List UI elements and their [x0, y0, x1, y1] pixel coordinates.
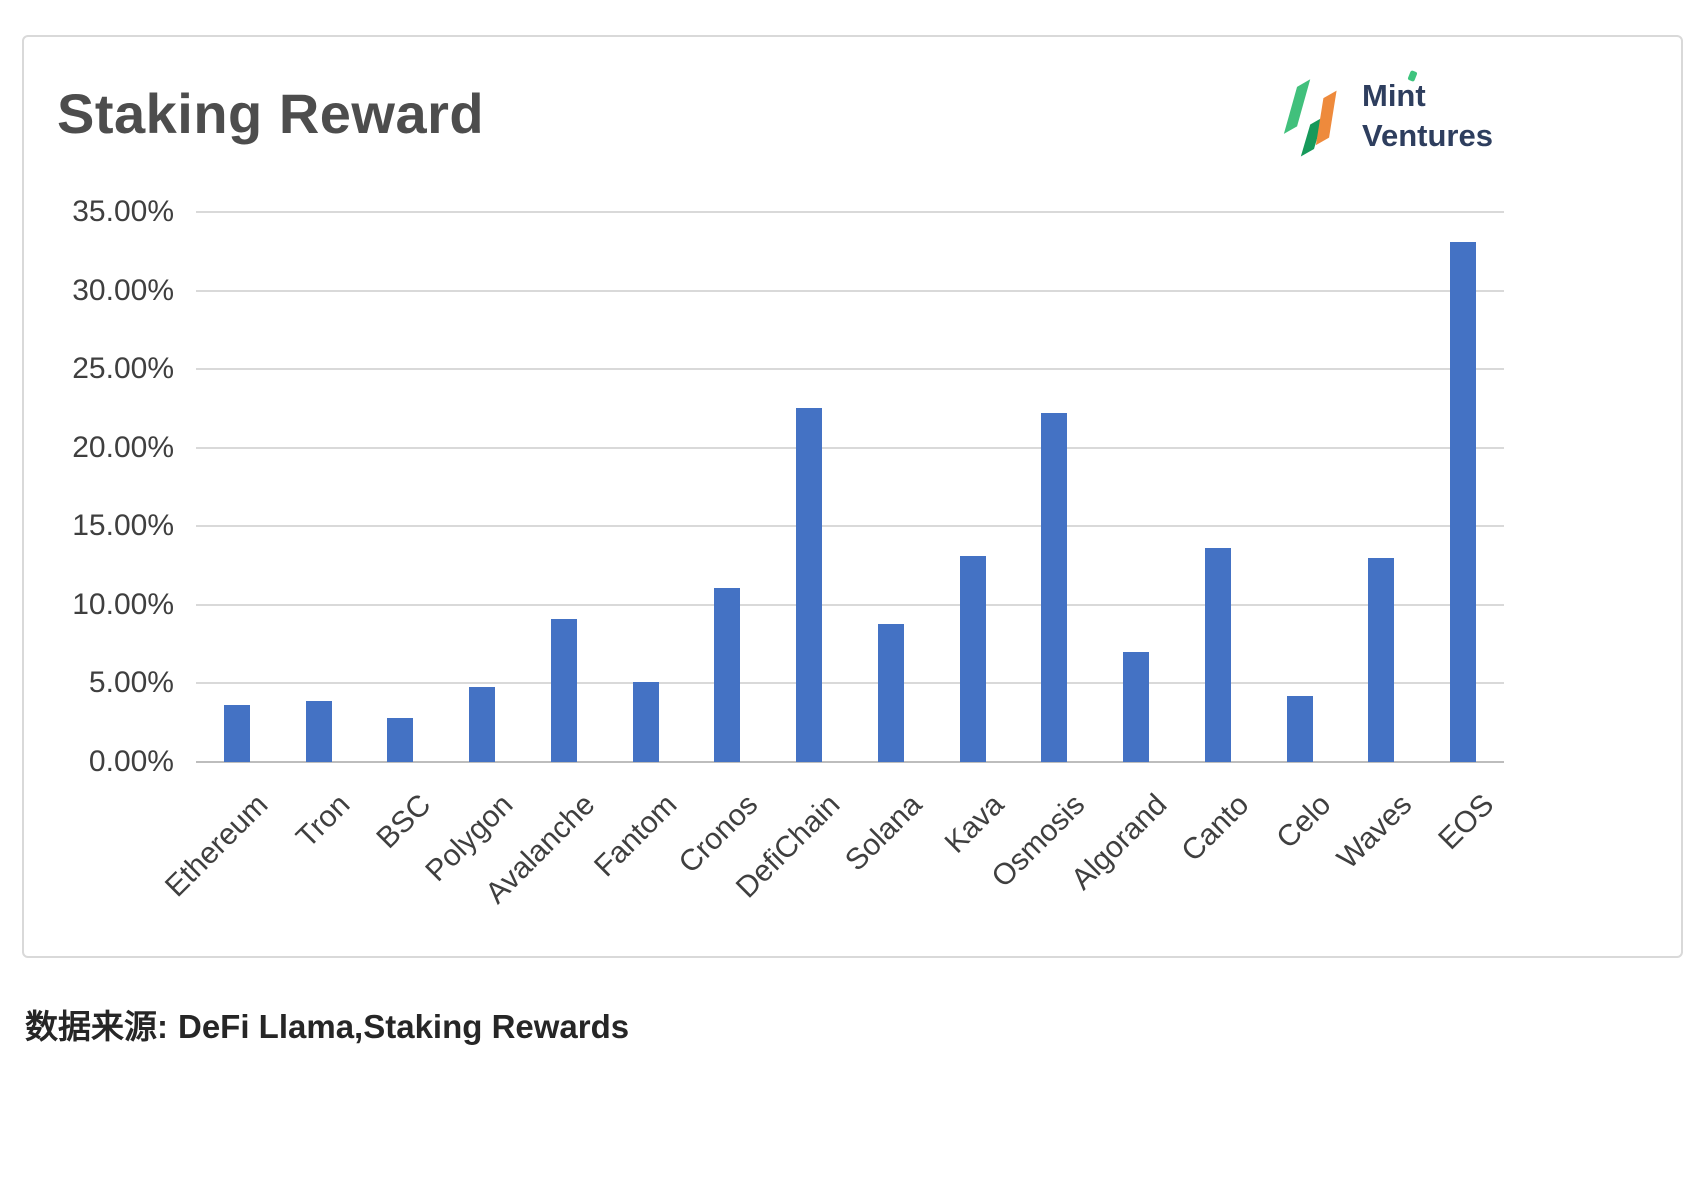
- bar-algorand: [1123, 652, 1150, 762]
- bar-cronos: [714, 587, 741, 762]
- y-axis-tick-label: 30.00%: [72, 273, 174, 307]
- bar-polygon: [469, 686, 496, 762]
- bar-osmosis: [1041, 413, 1068, 762]
- bar-defichain: [796, 408, 823, 762]
- gridline: [196, 603, 1504, 606]
- gridline: [196, 525, 1504, 528]
- mint-ventures-logo-icon: [1283, 79, 1337, 157]
- y-axis-tick-label: 20.00%: [72, 430, 174, 464]
- bar-solana: [877, 623, 904, 762]
- bar-canto: [1204, 548, 1231, 762]
- gridline: [196, 211, 1504, 213]
- data-source-label: 数据来源:: [25, 1008, 168, 1045]
- bar-tron: [305, 700, 332, 762]
- y-axis-tick-label: 5.00%: [88, 666, 174, 700]
- x-axis-line: [196, 761, 1504, 763]
- chart-card: Staking Reward Mint Ventures 0.00% 5.00% 1…: [22, 35, 1683, 958]
- y-axis-tick-label: 35.00%: [72, 195, 174, 228]
- y-axis-tick-label: 15.00%: [72, 509, 174, 543]
- bar-ethereum: [223, 705, 250, 762]
- bar-bsc: [387, 718, 414, 762]
- gridline: [196, 682, 1504, 685]
- data-source: 数据来源: DeFi Llama,Staking Rewards: [25, 1000, 629, 1048]
- gridline: [196, 368, 1504, 371]
- y-axis-tick-label: 10.00%: [72, 587, 174, 621]
- y-axis-tick-label: 25.00%: [72, 352, 174, 386]
- bar-kava: [959, 556, 986, 762]
- bar-celo: [1286, 696, 1313, 762]
- logo-line-ventures: Ventures: [1362, 118, 1493, 153]
- y-axis-tick-label: 0.00%: [88, 745, 174, 778]
- chart-title: Staking Reward: [57, 82, 485, 145]
- gridline: [196, 446, 1504, 449]
- gridline: [196, 289, 1504, 292]
- logo-line-mint: Mint: [1362, 70, 1493, 116]
- bar-avalanche: [550, 619, 577, 762]
- data-source-text: DeFi Llama,Staking Rewards: [178, 1008, 630, 1045]
- bar-fantom: [632, 681, 659, 762]
- mint-ventures-logo: Mint Ventures: [1282, 70, 1493, 161]
- mint-ventures-logo-text: Mint Ventures: [1362, 70, 1493, 155]
- bar-waves: [1368, 557, 1395, 762]
- plot-area: 0.00% 5.00% 10.00% 15.00% 20.00% 25.00% 30.00%…: [72, 195, 1504, 910]
- bar-eos: [1450, 241, 1477, 762]
